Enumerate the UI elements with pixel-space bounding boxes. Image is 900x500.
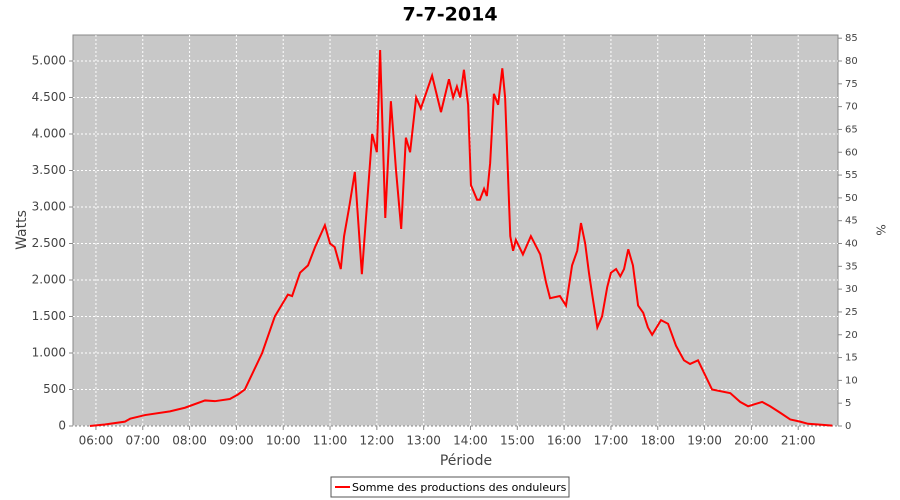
legend: Somme des productions des onduleurs: [330, 476, 570, 498]
y-tick-label: 3.500: [32, 163, 66, 177]
x-tick-label: 19:00: [687, 434, 722, 448]
y2-tick-label: 30: [845, 284, 858, 295]
y-tick-label: 2.500: [32, 236, 66, 250]
x-tick-label: 08:00: [172, 434, 207, 448]
legend-entry: Somme des productions des onduleurs: [352, 481, 567, 494]
x-tick-label: 16:00: [547, 434, 582, 448]
y2-tick-label: 40: [845, 239, 858, 250]
y2-tick-label: 85: [845, 33, 858, 44]
y2-tick-label: 5: [845, 398, 851, 409]
y2-tick-label: 75: [845, 79, 858, 90]
x-tick-label: 18:00: [640, 434, 675, 448]
y2-tick-label: 60: [845, 147, 858, 158]
plot-area: [72, 34, 839, 427]
y2-tick-label: 45: [845, 216, 858, 227]
x-tick-label: 09:00: [219, 434, 254, 448]
y2-tick-label: 25: [845, 307, 858, 318]
x-tick-label: 11:00: [313, 434, 348, 448]
y-tick-label: 4.500: [32, 90, 66, 104]
y2-tick-label: 20: [845, 330, 858, 341]
y-tick-label: 0: [58, 419, 66, 433]
x-tick-label: 07:00: [125, 434, 160, 448]
y-tick-label: 5.000: [32, 53, 66, 67]
x-tick-label: 20:00: [734, 434, 769, 448]
y-tick-label: 1.500: [32, 309, 66, 323]
y2-tick-label: 50: [845, 193, 858, 204]
x-tick-label: 17:00: [594, 434, 629, 448]
x-tick-label: 06:00: [79, 434, 114, 448]
y2-tick-label: 70: [845, 102, 858, 113]
x-tick-label: 12:00: [360, 434, 395, 448]
y2-tick-label: 35: [845, 261, 858, 272]
y-tick-label: 1.000: [32, 345, 66, 359]
x-tick-label: 21:00: [781, 434, 816, 448]
x-tick-label: 15:00: [500, 434, 535, 448]
x-axis-label: Période: [440, 453, 492, 469]
y-tick-label: 2.000: [32, 272, 66, 286]
y2-axis-label: %: [874, 224, 888, 235]
y2-tick-label: 10: [845, 375, 858, 386]
y-tick-label: 3.000: [32, 199, 66, 213]
y2-tick-label: 0: [845, 421, 851, 432]
x-tick-label: 14:00: [453, 434, 488, 448]
legend-box: [330, 476, 570, 498]
x-tick-label: 10:00: [266, 434, 301, 448]
y-axis-label: Watts: [14, 210, 30, 250]
y-tick-label: 500: [43, 382, 66, 396]
data-line: [89, 50, 833, 427]
y2-tick-label: 80: [845, 56, 858, 67]
y2-tick-label: 55: [845, 170, 858, 181]
x-tick-label: 13:00: [406, 434, 441, 448]
chart-title: 7-7-2014: [402, 4, 497, 26]
y2-tick-label: 15: [845, 353, 858, 364]
y2-tick-label: 65: [845, 124, 858, 135]
y-tick-label: 4.000: [32, 126, 66, 140]
